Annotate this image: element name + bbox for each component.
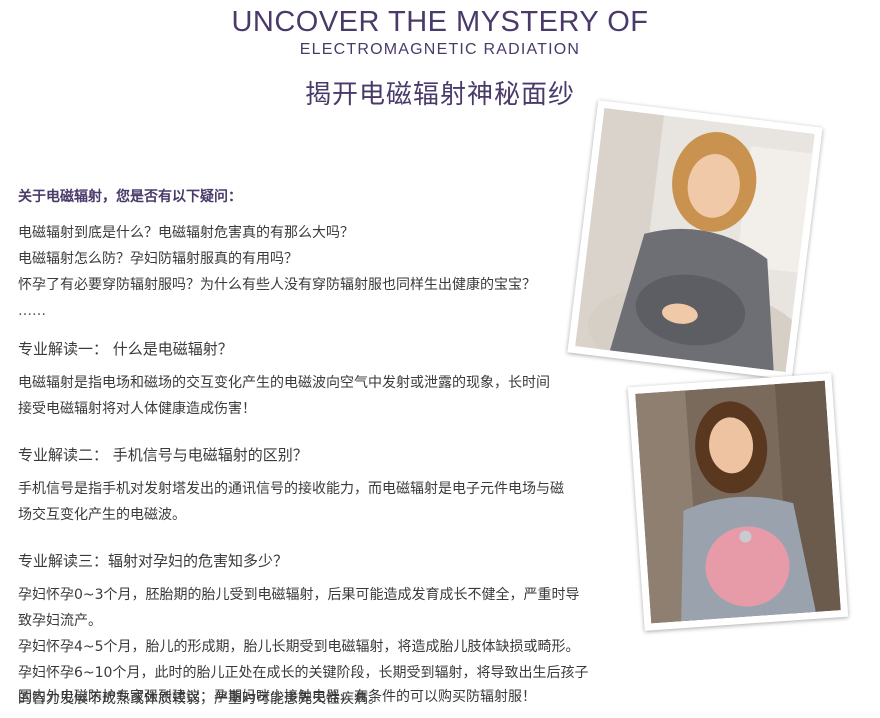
expert-advice: 国内外电磁防护专家强烈建议：孕期妈咪少接触电器，有条件的可以购买防辐射服！ (18, 689, 536, 705)
intro-heading: 关于电磁辐射，您是否有以下疑问： (18, 189, 242, 205)
question-item: 电磁辐射到底是什么？电磁辐射危害真的有那么大吗？ (18, 225, 354, 241)
section-line: 孕妇怀孕4~5个月，胎儿的形成期，胎儿长期受到电磁辐射，将造成胎儿肢体缺损或畸形… (18, 639, 580, 655)
page-subtitle-en: ELECTROMAGNETIC RADIATION (299, 41, 581, 58)
section-line: 孕妇怀孕0~3个月，胚胎期的胎儿受到电磁辐射，后果可能造成发育成长不健全，严重时… (18, 587, 580, 603)
section-heading: 专业解读二： 手机信号与电磁辐射的区别？ (18, 446, 308, 464)
section-2: 专业解读二： 手机信号与电磁辐射的区别？ 手机信号是指手机对发射塔发出的通讯信号… (18, 442, 608, 528)
page-title-cn: 揭开电磁辐射神秘面纱 (304, 80, 575, 110)
photo-smiling-pregnant-woman (627, 373, 849, 631)
page-title-en: UNCOVER THE MYSTERY OF (231, 6, 649, 38)
section-line: 手机信号是指手机对发射塔发出的通讯信号的接收能力，而电磁辐射是电子元件电场与磁 (18, 481, 564, 497)
section-line: 场交互变化产生的电磁波。 (18, 507, 186, 523)
photo-pregnant-woman-sofa (567, 100, 823, 380)
photo-image (635, 380, 841, 624)
question-item: 怀孕了有必要穿防辐射服吗？为什么有些人没有穿防辐射服也同样生出健康的宝宝？ (18, 277, 536, 293)
section-line: 接受电磁辐射将对人体健康造成伤害！ (18, 401, 256, 417)
ellipsis: …… (18, 303, 46, 319)
question-item: 电磁辐射怎么防？孕妇防辐射服真的有用吗？ (18, 251, 298, 267)
section-heading: 专业解读一： 什么是电磁辐射？ (18, 340, 233, 358)
section-line: 孕妇怀孕6~10个月，此时的胎儿正处在成长的关键阶段，长期受到辐射，将导致出生后… (18, 665, 589, 681)
section-3: 专业解读三：辐射对孕妇的危害知多少？ 孕妇怀孕0~3个月，胚胎期的胎儿受到电磁辐… (18, 548, 608, 712)
section-1: 专业解读一： 什么是电磁辐射？ 电磁辐射是指电场和磁场的交互变化产生的电磁波向空… (18, 336, 608, 422)
article-body: 关于电磁辐射，您是否有以下疑问： 电磁辐射到底是什么？电磁辐射危害真的有那么大吗… (18, 184, 608, 718)
section-heading: 专业解读三：辐射对孕妇的危害知多少？ (18, 552, 289, 570)
photo-image (575, 107, 815, 373)
section-line: 致孕妇流产。 (18, 613, 102, 629)
section-line: 电磁辐射是指电场和磁场的交互变化产生的电磁波向空气中发射或泄露的现象，长时间 (18, 375, 550, 391)
section-line: 的智力发展不成熟或体质较弱，严重时可能患先天性疾病。 (18, 691, 382, 707)
